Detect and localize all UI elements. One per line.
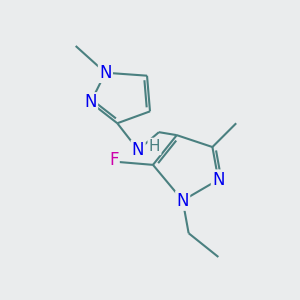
Text: N: N: [176, 191, 189, 209]
Text: N: N: [132, 141, 144, 159]
Text: N: N: [99, 64, 112, 82]
Text: N: N: [84, 93, 97, 111]
Text: H: H: [149, 139, 160, 154]
Text: N: N: [212, 171, 225, 189]
Text: F: F: [109, 152, 118, 169]
